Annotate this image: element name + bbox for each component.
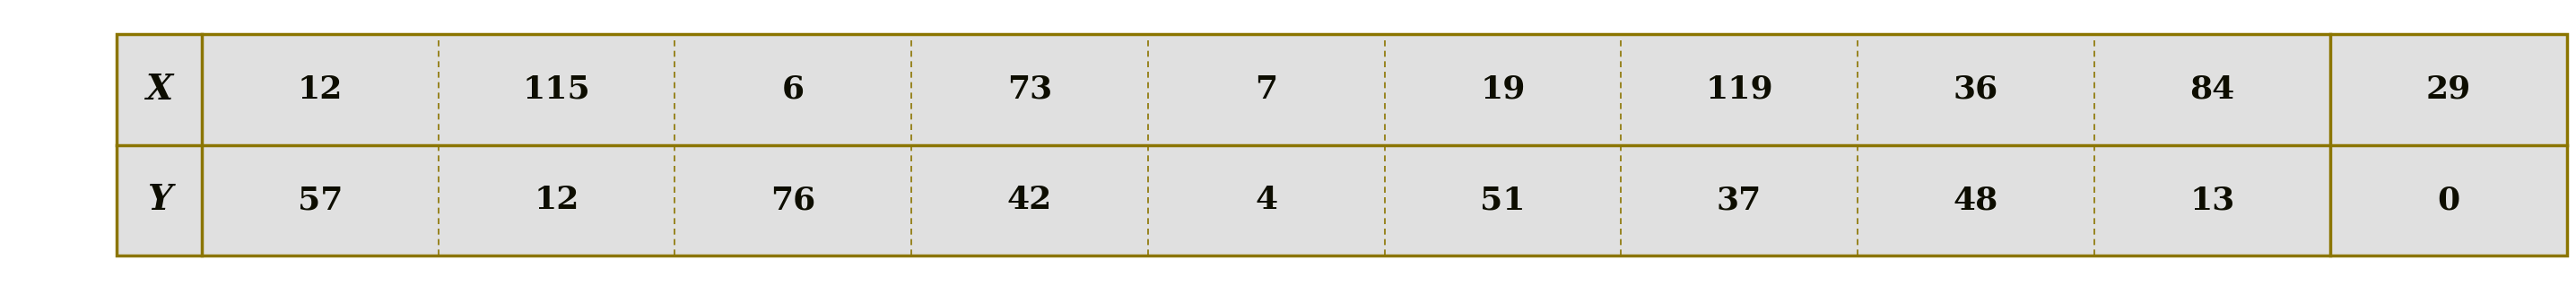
Text: 76: 76 — [770, 185, 817, 215]
Text: 57: 57 — [296, 185, 343, 215]
Text: 13: 13 — [2190, 185, 2236, 215]
Text: 7: 7 — [1255, 74, 1278, 105]
Text: 36: 36 — [1953, 74, 1999, 105]
Text: 51: 51 — [1481, 185, 1525, 215]
Text: 119: 119 — [1705, 74, 1772, 105]
Text: 48: 48 — [1953, 185, 1999, 215]
Text: X: X — [147, 72, 173, 106]
Text: 29: 29 — [2427, 74, 2470, 105]
Text: Y: Y — [147, 183, 173, 217]
Text: 12: 12 — [296, 74, 343, 105]
Text: 0: 0 — [2437, 185, 2460, 215]
Text: 12: 12 — [533, 185, 580, 215]
Text: 84: 84 — [2190, 74, 2236, 105]
Text: 115: 115 — [523, 74, 590, 105]
Bar — [116, 34, 2568, 255]
Text: 37: 37 — [1716, 185, 1762, 215]
Text: 6: 6 — [783, 74, 804, 105]
Text: 73: 73 — [1007, 74, 1051, 105]
Text: 42: 42 — [1007, 185, 1051, 215]
Bar — [116, 34, 2568, 255]
Text: 4: 4 — [1255, 185, 1278, 215]
Text: 19: 19 — [1481, 74, 1525, 105]
